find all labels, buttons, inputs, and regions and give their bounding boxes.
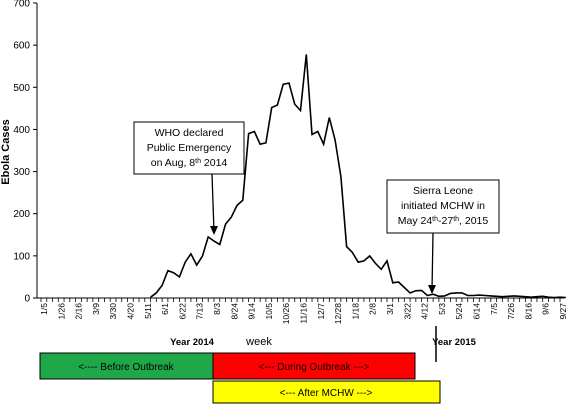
x-tick-label: 1/18 [350, 303, 360, 320]
x-axis-ticks: 1/5 1/26 2/16 3/9 3/30 4/20 5/11 6/1 6/22 7/13 8/3… [39, 298, 567, 324]
x-tick-label: 8/3 [212, 303, 222, 315]
period-bar-after: <--- After MCHW ---> [212, 380, 441, 404]
x-tick-label: 11/16 [299, 303, 309, 324]
period-bar-during: <--- During Outbreak ---> [212, 352, 416, 380]
x-tick-label: 2/8 [368, 303, 378, 315]
who-arrow-head [210, 226, 218, 235]
x-axis-label: week [245, 336, 272, 348]
x-tick-label: 10/5 [264, 303, 274, 320]
sl-annotation-arrow [431, 232, 434, 292]
sl-annotation-line2: initiated MCHW in [401, 200, 485, 212]
x-tick-label: 5/3 [437, 303, 447, 315]
x-tick-label: 9/6 [541, 303, 551, 315]
x-tick-label: 6/22 [177, 303, 187, 320]
who-annotation-line3: on Aug, 8th 2014 [151, 157, 228, 169]
y-tick-label: 400 [13, 125, 30, 136]
who-annotation-line1: WHO declared [155, 127, 224, 139]
who-annotation-line2: Public Emergency [147, 142, 232, 154]
x-tick-label: 9/27 [558, 303, 567, 320]
sl-annotation-line1: Sierra Leone [413, 185, 473, 197]
x-tick-label: 9/14 [247, 303, 257, 320]
x-tick-label: 7/26 [506, 303, 516, 320]
y-axis-ticks: 0 100 200 300 400 500 600 700 [13, 0, 37, 305]
x-tick-label: 12/28 [333, 303, 343, 325]
year-2014-label: Year 2014 [170, 337, 215, 348]
period-bar-before-label: <---- Before Outbreak [78, 362, 174, 373]
sl-arrow-head [428, 285, 436, 294]
x-tick-label: 10/26 [281, 303, 291, 325]
x-tick-label: 5/24 [454, 303, 464, 320]
year-2015-label: Year 2015 [432, 337, 477, 348]
x-tick-label: 5/11 [143, 303, 153, 319]
y-tick-label: 300 [13, 167, 30, 178]
x-tick-label: 7/13 [195, 303, 205, 320]
x-tick-label: 6/1 [160, 303, 170, 315]
y-tick-label: 100 [13, 251, 30, 262]
x-tick-label: 1/5 [39, 303, 49, 315]
x-tick-label: 3/22 [402, 303, 412, 320]
y-tick-label: 200 [13, 209, 30, 220]
period-bar-after-label: <--- After MCHW ---> [280, 388, 373, 399]
x-tick-label: 3/1 [385, 303, 395, 315]
x-tick-label: 4/12 [420, 303, 430, 320]
x-tick-label: 6/14 [472, 303, 482, 320]
x-tick-label: 3/30 [108, 303, 118, 320]
y-axis-label: Ebola Cases [0, 119, 12, 184]
who-annotation: WHO declared Public Emergency on Aug, 8t… [133, 121, 245, 235]
period-bar-before: <---- Before Outbreak [39, 352, 214, 380]
x-tick-label: 8/24 [229, 303, 239, 320]
x-tick-label: 2/16 [74, 303, 84, 320]
y-tick-label: 700 [13, 0, 30, 10]
x-tick-label: 3/9 [91, 303, 101, 315]
sl-annotation-line3: May 24th-27th, 2015 [398, 215, 489, 227]
sierra-leone-annotation: Sierra Leone initiated MCHW in May 24th-… [386, 179, 500, 294]
x-tick-label: 12/7 [316, 303, 326, 320]
axes [36, 3, 564, 299]
y-tick-label: 500 [13, 83, 30, 94]
period-bar-during-label: <--- During Outbreak ---> [259, 362, 370, 373]
who-annotation-arrow [211, 173, 215, 233]
x-tick-label: 7/5 [489, 303, 499, 315]
series-line-ebola-cases [150, 54, 566, 299]
y-tick-label: 600 [13, 41, 30, 52]
x-tick-label: 1/26 [56, 303, 66, 320]
x-tick-label: 8/16 [523, 303, 533, 320]
x-tick-label: 4/20 [126, 303, 136, 320]
y-tick-label: 0 [24, 294, 30, 305]
